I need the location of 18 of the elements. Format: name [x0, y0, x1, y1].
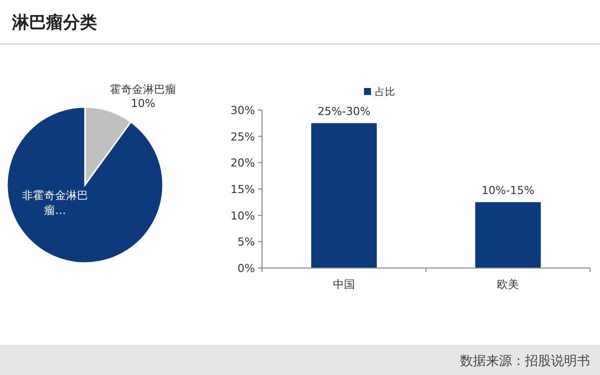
x-tick-label: 中国 — [333, 278, 355, 291]
y-tick-label: 0% — [238, 262, 255, 275]
x-tick-label: 欧美 — [497, 278, 519, 291]
pie-slice — [6, 106, 164, 264]
y-tick-label: 5% — [238, 236, 255, 249]
y-tick-label: 25% — [230, 130, 255, 144]
legend-label: 占比 — [375, 86, 395, 98]
data-label: 10% — [130, 96, 156, 110]
annotation: 25%-30% — [318, 105, 370, 118]
slice-label: 非霍奇金淋巴瘤… — [22, 189, 88, 217]
y-tick-label: 20% — [230, 156, 255, 170]
y-tick-label: 30% — [230, 104, 255, 117]
source-note: 数据来源：招股说明书 — [460, 354, 590, 369]
slice-label: 霍奇金淋巴瘤 — [110, 82, 176, 96]
y-tick-label: 10% — [230, 209, 255, 222]
annotation: 10%-15% — [482, 184, 534, 198]
chart-title: 淋巴瘤分类 — [11, 13, 97, 33]
y-tick-label: 15% — [230, 183, 255, 196]
